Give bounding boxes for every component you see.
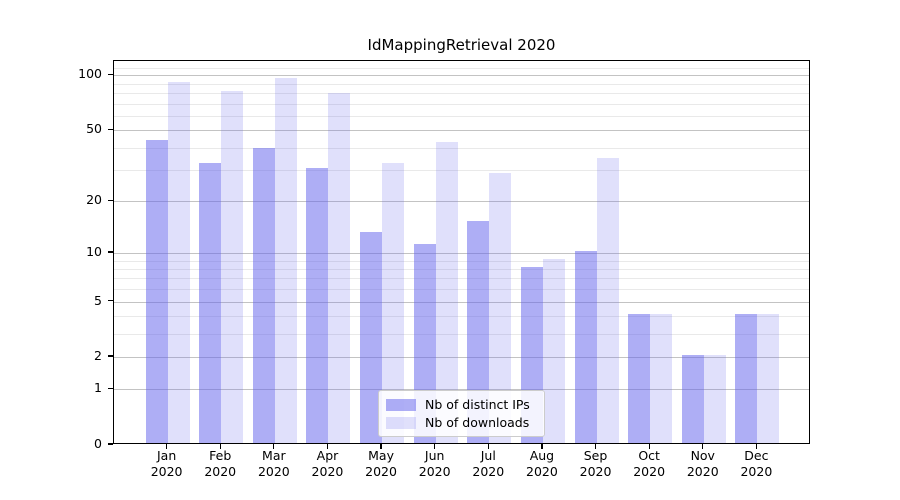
y-tick-mark	[108, 299, 113, 302]
bar-downloads	[542, 258, 565, 443]
bar-distinct-ips	[306, 168, 329, 443]
x-tick-mark	[594, 444, 597, 449]
x-tick-label: Mar 2020	[257, 448, 290, 479]
x-tick-mark	[487, 444, 489, 449]
legend-label-distinct-ips: Nb of distinct IPs	[425, 397, 530, 412]
bar-downloads	[703, 355, 726, 443]
y-gridline-major	[114, 301, 809, 303]
x-tick-mark	[541, 444, 543, 449]
y-gridline-minor	[114, 83, 809, 85]
y-gridline-minor	[114, 170, 809, 172]
y-tick-mark	[108, 355, 113, 357]
bar-distinct-ips	[735, 314, 758, 443]
y-gridline-major	[114, 201, 809, 203]
y-gridline-minor	[114, 103, 809, 105]
legend-row-distinct-ips: Nb of distinct IPs	[386, 397, 537, 412]
y-gridline-minor	[114, 269, 809, 271]
y-gridline-major	[114, 389, 809, 391]
y-tick-mark	[108, 199, 113, 201]
legend-swatch-distinct-ips	[386, 398, 416, 411]
y-gridline-minor	[114, 115, 809, 117]
bar-distinct-ips	[681, 355, 704, 443]
y-tick-label: 2	[94, 348, 102, 364]
legend-label-downloads: Nb of downloads	[425, 415, 530, 430]
x-tick-mark	[434, 444, 436, 449]
chart-title: IdMappingRetrieval 2020	[367, 36, 556, 54]
y-gridline-major	[114, 253, 809, 254]
y-tick-mark	[108, 73, 113, 76]
y-tick-label: 10	[86, 244, 102, 259]
y-tick-label: 100	[78, 66, 102, 82]
y-tick-mark	[108, 251, 113, 253]
x-tick-label: Sep 2020	[579, 448, 612, 479]
y-gridline-minor	[114, 278, 809, 280]
x-tick-label: Oct 2020	[633, 448, 666, 479]
bar-distinct-ips	[199, 163, 222, 443]
bar-distinct-ips	[467, 221, 490, 443]
x-tick-label: Jan 2020	[150, 448, 183, 479]
x-tick-label: Jun 2020	[418, 448, 451, 479]
bar-downloads	[167, 81, 190, 443]
y-gridline-major	[114, 75, 809, 77]
y-gridline-minor	[114, 260, 809, 262]
y-gridline-minor	[114, 147, 809, 149]
y-gridline-major	[114, 130, 809, 132]
legend: Nb of distinct IPs Nb of downloads	[378, 390, 545, 437]
x-tick-mark	[648, 444, 650, 449]
y-tick-label: 20	[86, 192, 102, 208]
legend-row-downloads: Nb of downloads	[386, 415, 537, 430]
x-tick-label: Nov 2020	[686, 448, 719, 479]
x-tick-label: Aug 2020	[526, 448, 558, 479]
y-gridline-major	[114, 357, 809, 359]
y-tick-mark	[108, 387, 113, 390]
x-tick-mark	[702, 444, 704, 449]
y-gridline-minor	[114, 289, 809, 291]
x-tick-label: May 2020	[365, 448, 397, 479]
x-tick-label: Dec 2020	[740, 448, 773, 479]
y-tick-label: 50	[86, 121, 102, 137]
bar-distinct-ips	[145, 140, 168, 443]
x-tick-mark	[755, 444, 757, 449]
y-tick-mark	[108, 128, 113, 130]
x-tick-mark	[219, 444, 221, 449]
y-gridline-minor	[114, 93, 809, 95]
x-tick-label: Feb 2020	[204, 448, 237, 479]
x-tick-mark	[166, 444, 168, 449]
y-gridline-minor	[114, 316, 809, 318]
bar-downloads	[274, 77, 297, 443]
y-tick-label: 1	[94, 380, 102, 396]
bar-distinct-ips	[574, 251, 597, 443]
y-gridline-minor	[114, 333, 809, 335]
bar-downloads	[650, 314, 673, 443]
bar-downloads	[435, 141, 458, 443]
x-tick-mark	[380, 444, 382, 449]
x-tick-label: Apr 2020	[311, 448, 344, 479]
x-tick-mark	[273, 444, 275, 449]
x-tick-mark	[326, 444, 329, 449]
bar-downloads	[221, 91, 244, 443]
y-gridline-minor	[114, 67, 809, 69]
plot-area	[113, 60, 810, 444]
bar-distinct-ips	[360, 231, 383, 443]
y-tick-mark	[108, 443, 113, 445]
bar-distinct-ips	[628, 314, 651, 443]
bar-downloads	[757, 314, 780, 443]
bar-downloads	[596, 158, 619, 443]
y-tick-label: 0	[94, 436, 102, 451]
bar-downloads	[489, 173, 512, 443]
bar-distinct-ips	[252, 147, 275, 443]
bar-downloads	[328, 93, 351, 443]
y-tick-label: 5	[94, 292, 102, 308]
bar-downloads	[382, 163, 405, 443]
legend-swatch-downloads	[386, 416, 416, 429]
x-tick-label: Jul 2020	[472, 448, 505, 479]
